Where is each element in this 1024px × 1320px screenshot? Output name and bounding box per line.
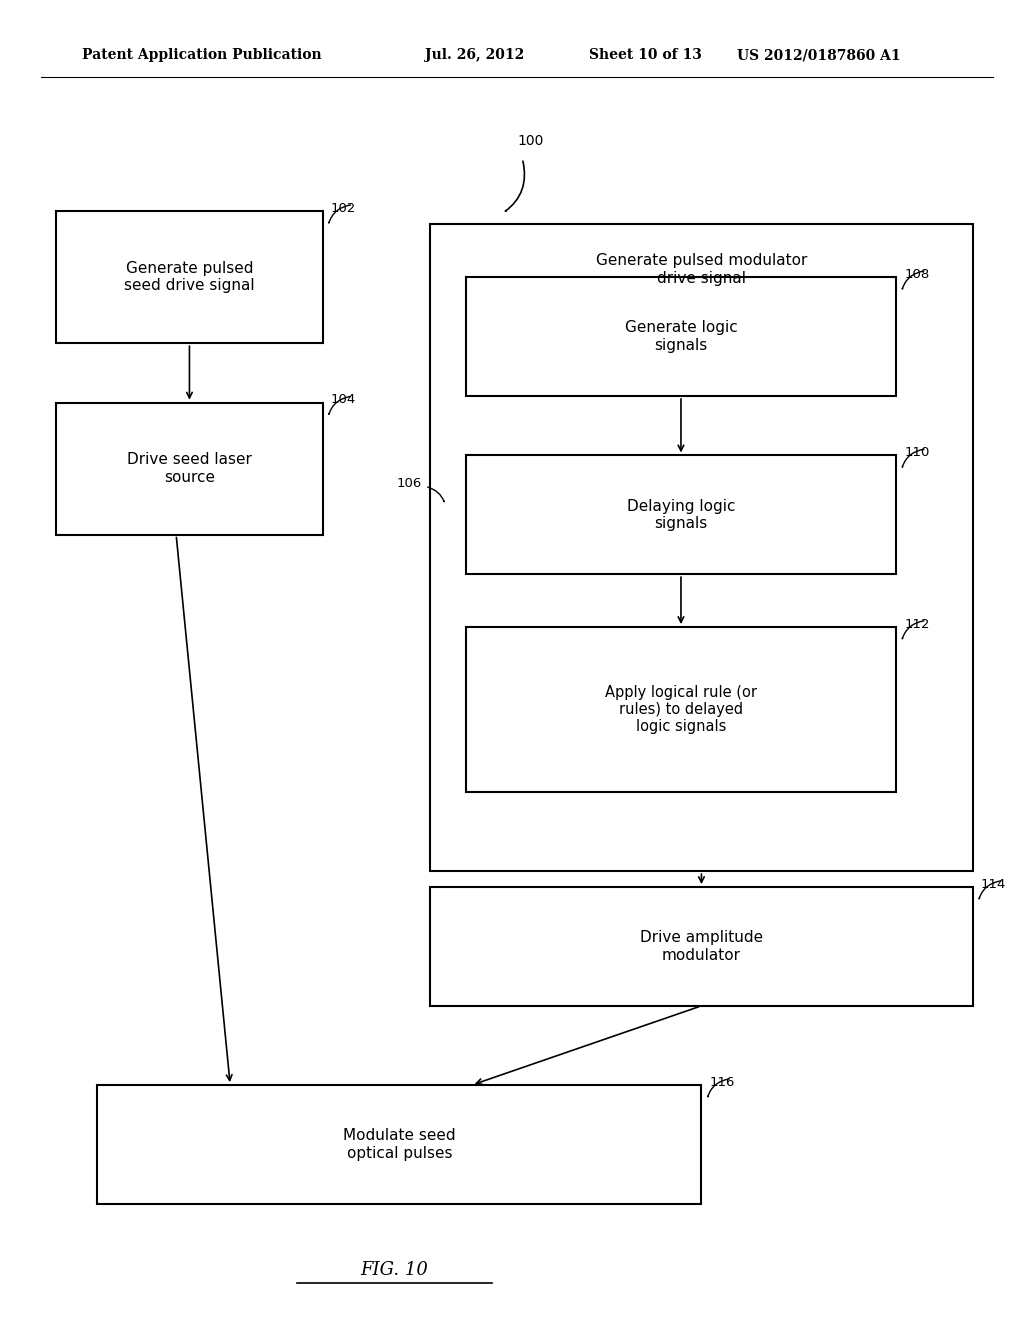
FancyArrowPatch shape — [428, 487, 444, 502]
Text: 106: 106 — [396, 477, 422, 490]
Text: 100: 100 — [517, 135, 544, 148]
Text: Drive seed laser
source: Drive seed laser source — [127, 453, 252, 484]
Text: Generate pulsed
seed drive signal: Generate pulsed seed drive signal — [124, 261, 255, 293]
FancyBboxPatch shape — [466, 277, 896, 396]
Text: Sheet 10 of 13: Sheet 10 of 13 — [589, 49, 701, 62]
Text: Generate pulsed modulator
drive signal: Generate pulsed modulator drive signal — [596, 253, 807, 286]
FancyBboxPatch shape — [430, 887, 973, 1006]
FancyBboxPatch shape — [430, 224, 973, 871]
Text: Modulate seed
optical pulses: Modulate seed optical pulses — [343, 1129, 456, 1160]
Text: Delaying logic
signals: Delaying logic signals — [627, 499, 735, 531]
FancyBboxPatch shape — [56, 403, 323, 535]
Text: 102: 102 — [331, 202, 356, 215]
Text: 104: 104 — [331, 393, 356, 407]
Text: US 2012/0187860 A1: US 2012/0187860 A1 — [737, 49, 901, 62]
Text: Generate logic
signals: Generate logic signals — [625, 321, 737, 352]
Text: 112: 112 — [904, 618, 930, 631]
FancyArrowPatch shape — [979, 880, 1000, 899]
FancyArrowPatch shape — [708, 1078, 729, 1097]
FancyBboxPatch shape — [466, 455, 896, 574]
FancyArrowPatch shape — [329, 396, 350, 414]
Text: Drive amplitude
modulator: Drive amplitude modulator — [640, 931, 763, 962]
FancyArrowPatch shape — [902, 620, 924, 639]
Text: 114: 114 — [981, 878, 1007, 891]
Text: 110: 110 — [904, 446, 930, 459]
Text: FIG. 10: FIG. 10 — [360, 1261, 428, 1279]
FancyArrowPatch shape — [506, 161, 524, 211]
Text: Patent Application Publication: Patent Application Publication — [82, 49, 322, 62]
Text: Jul. 26, 2012: Jul. 26, 2012 — [425, 49, 524, 62]
FancyArrowPatch shape — [902, 449, 924, 467]
FancyArrowPatch shape — [329, 205, 350, 223]
FancyBboxPatch shape — [466, 627, 896, 792]
Text: Apply logical rule (or
rules) to delayed
logic signals: Apply logical rule (or rules) to delayed… — [605, 685, 757, 734]
FancyBboxPatch shape — [56, 211, 323, 343]
Text: 116: 116 — [710, 1076, 735, 1089]
FancyBboxPatch shape — [97, 1085, 701, 1204]
Text: 108: 108 — [904, 268, 930, 281]
FancyArrowPatch shape — [902, 271, 924, 289]
